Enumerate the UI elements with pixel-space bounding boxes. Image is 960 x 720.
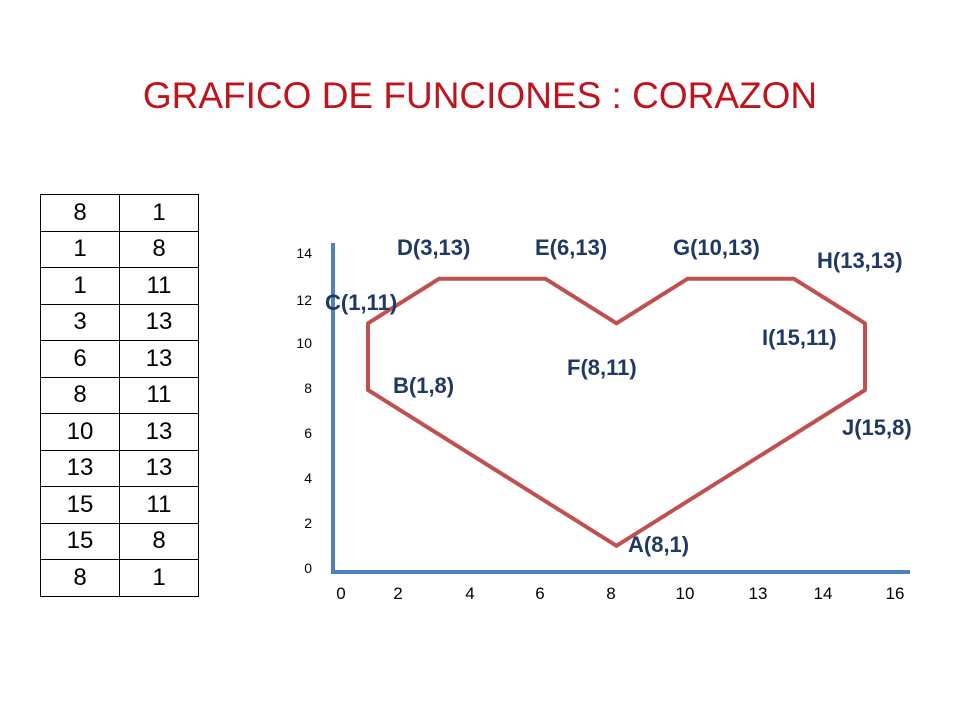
series-line	[366, 276, 867, 548]
point-label: F(8,11)	[567, 355, 637, 380]
point-label: C(1,11)	[325, 290, 397, 315]
y-tick-label: 0	[304, 560, 312, 576]
y-tick-label: 12	[296, 292, 312, 308]
table-cell-x: 1	[40, 230, 120, 268]
x-tick-label: 0	[336, 584, 345, 603]
table-row: 15 11	[40, 486, 199, 524]
table-cell-x: 13	[40, 449, 120, 487]
table-row: 10 13	[40, 413, 199, 451]
y-tick-label: 6	[304, 425, 312, 441]
y-tick-label: 10	[296, 335, 312, 351]
chart-title: GRAFICO DE FUNCIONES : CORAZON	[142, 75, 818, 116]
table-cell-x: 10	[40, 413, 120, 451]
x-tick-label: 4	[465, 584, 474, 603]
table-cell-x: 15	[40, 522, 120, 560]
table-row: 3 13	[40, 303, 199, 341]
table-cell-x: 15	[40, 486, 120, 524]
table-cell-y: 11	[119, 376, 199, 414]
x-tick-label: 10	[676, 584, 695, 603]
y-tick-label: 2	[304, 515, 312, 531]
table-row: 8 11	[40, 376, 199, 414]
point-label: I(15,11)	[762, 325, 837, 350]
y-tick-label: 4	[304, 470, 312, 486]
y-tick-label: 14	[296, 245, 312, 261]
table-row: 1 11	[40, 267, 199, 305]
table-cell-y: 11	[119, 267, 199, 305]
table-row: 6 13	[40, 340, 199, 378]
table-cell-x: 8	[40, 376, 120, 414]
point-label: J(15,8)	[842, 415, 912, 440]
x-tick-label: 6	[535, 584, 544, 603]
point-label: E(6,13)	[535, 235, 607, 260]
point-label: B(1,8)	[393, 373, 454, 398]
point-label: D(3,13)	[397, 235, 470, 260]
x-tick-label: 14	[814, 584, 833, 603]
table-cell-y: 13	[119, 413, 199, 451]
table-cell-x: 8	[40, 559, 120, 597]
point-label: G(10,13)	[673, 235, 760, 260]
table-cell-x: 6	[40, 340, 120, 378]
table-cell-y: 1	[119, 559, 199, 597]
table-cell-y: 13	[119, 303, 199, 341]
x-tick-label: 8	[606, 584, 615, 603]
point-label: H(13,13)	[817, 248, 903, 273]
table-cell-y: 11	[119, 486, 199, 524]
y-tick-label: 8	[304, 380, 312, 396]
data-table: 8 1 1 8 1 11 3 13 6 13 8 11 10 13 13 13 15 11 15 8 8 1	[40, 194, 199, 597]
x-tick-label: 2	[393, 584, 402, 603]
x-tick-label: 16	[886, 584, 905, 603]
table-cell-x: 8	[40, 194, 120, 232]
x-tick-label: 13	[749, 584, 768, 603]
table-cell-x: 1	[40, 267, 120, 305]
point-label: A(8,1)	[628, 532, 689, 557]
table-cell-y: 1	[119, 194, 199, 232]
